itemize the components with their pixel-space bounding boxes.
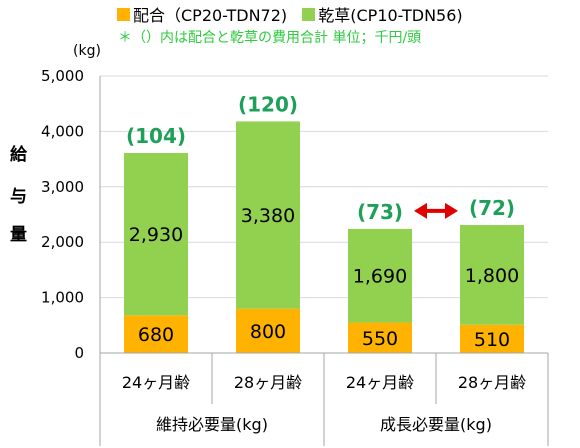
data-label: 800 [250, 321, 286, 343]
y-axis-label-char-3: 量 [10, 225, 27, 245]
y-tick-label: 1,000 [41, 289, 84, 307]
group-label: 維持必要量(kg) [156, 415, 268, 434]
cost-note: ＊（）内は配合と乾草の費用合計 単位；千円/頭 [118, 30, 422, 46]
x-tick-label: 28ヶ月齢 [458, 373, 526, 392]
data-label: 550 [362, 328, 398, 350]
legend-swatch-hay [302, 7, 316, 21]
arrow-head-right [445, 202, 458, 219]
data-label: 1,690 [353, 266, 407, 288]
x-tick-label: 24ヶ月齢 [122, 373, 190, 392]
bar-segment [124, 315, 188, 353]
data-label: 2,930 [129, 224, 183, 246]
y-tick-label: 5,000 [41, 67, 84, 85]
bar-segment [460, 324, 524, 353]
bar-segment [236, 308, 300, 353]
data-label: 1,800 [465, 265, 519, 287]
legend-label-concentrate: 配合（CP20-TDN72) [133, 6, 288, 25]
cost-label: (120) [238, 92, 298, 116]
group-label: 成長必要量(kg) [380, 415, 492, 434]
y-tick-label: 0 [74, 344, 84, 362]
cost-label: (73) [357, 200, 403, 224]
legend-swatch-concentrate [117, 7, 130, 21]
data-label: 3,380 [241, 205, 295, 227]
bar-segment [348, 228, 412, 323]
y-tick-label: 4,000 [41, 122, 84, 140]
bar-segment [124, 153, 188, 316]
y-tick-label: 3,000 [41, 178, 84, 196]
legend: 配合（CP20-TDN72) 乾草(CP10-TDN56) [117, 2, 473, 26]
y-axis-label-char-2: 与 [10, 187, 27, 207]
data-label: 510 [474, 329, 510, 351]
legend-label-hay: 乾草(CP10-TDN56) [318, 6, 463, 25]
bar-segment [460, 225, 524, 325]
x-tick-label: 28ヶ月齢 [234, 373, 302, 392]
y-tick-label: 2,000 [41, 233, 84, 251]
legend-item-hay: 乾草(CP10-TDN56) [302, 2, 463, 26]
x-tick-label: 24ヶ月齢 [346, 373, 414, 392]
cost-label: (104) [126, 124, 186, 148]
bar-segment [348, 322, 412, 353]
bar-segment [236, 121, 300, 309]
y-unit-label: (kg) [73, 43, 101, 59]
y-axis-label-char-1: 給 [10, 145, 27, 165]
arrow-head-left [414, 202, 427, 219]
cost-label: (72) [469, 196, 515, 220]
legend-item-concentrate: 配合（CP20-TDN72) [117, 2, 287, 26]
data-label: 680 [138, 324, 174, 346]
